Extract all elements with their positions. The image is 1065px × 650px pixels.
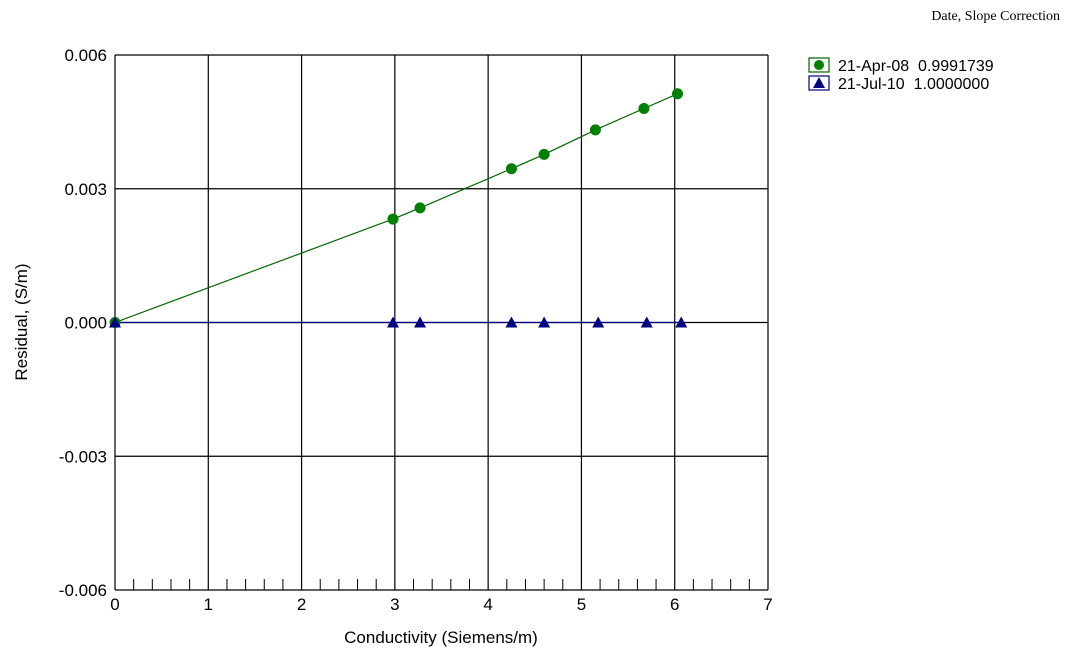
y-tick-label: 0.003: [64, 180, 107, 199]
legend-label-0: 21-Apr-08 0.9991739: [838, 58, 994, 75]
legend-label-1: 21-Jul-10 1.0000000: [838, 76, 989, 93]
x-tick-label: 7: [763, 595, 772, 614]
series-0-point: [505, 163, 517, 175]
y-tick-labels: -0.006 -0.003 0.000 0.003 0.006: [59, 46, 107, 600]
series-0-point: [638, 103, 650, 114]
x-tick-label: 3: [390, 595, 399, 614]
y-tick-label: 0.000: [64, 314, 107, 333]
series-0-point: [387, 213, 399, 225]
series-1-point: [538, 316, 551, 328]
series-markers: [109, 88, 688, 328]
y-tick-label: -0.003: [59, 447, 107, 466]
series-1-point: [505, 316, 518, 328]
legend-title: Date, Slope Correction: [931, 9, 1060, 24]
series-1-point: [386, 316, 399, 328]
x-tick-labels: 0 1 2 3 4 5 6 7: [110, 595, 772, 614]
x-tick-label: 5: [577, 595, 586, 614]
legend-marker-1: [813, 77, 825, 88]
x-axis-title: Conductivity (Siemens/m): [344, 628, 538, 647]
series-0-point: [538, 148, 550, 160]
x-tick-label: 0: [110, 595, 119, 614]
minor-ticks: [133, 579, 750, 590]
series-1-point: [675, 316, 688, 328]
x-tick-label: 1: [204, 595, 213, 614]
x-tick-label: 4: [483, 595, 492, 614]
series-1-point: [414, 316, 427, 328]
series-1-point: [109, 316, 121, 328]
y-tick-label: -0.006: [59, 581, 107, 600]
y-axis-title: Residual, (S/m): [12, 263, 31, 380]
x-tick-label: 6: [670, 595, 679, 614]
series-0-point: [414, 202, 426, 214]
series-1-point: [592, 316, 605, 328]
x-tick-label: 2: [297, 595, 306, 614]
series-0-point: [589, 124, 601, 136]
series-0-point: [672, 88, 684, 100]
y-tick-label: 0.006: [64, 46, 107, 65]
series-1-point: [640, 316, 653, 328]
legend-marker-0: [814, 60, 824, 70]
